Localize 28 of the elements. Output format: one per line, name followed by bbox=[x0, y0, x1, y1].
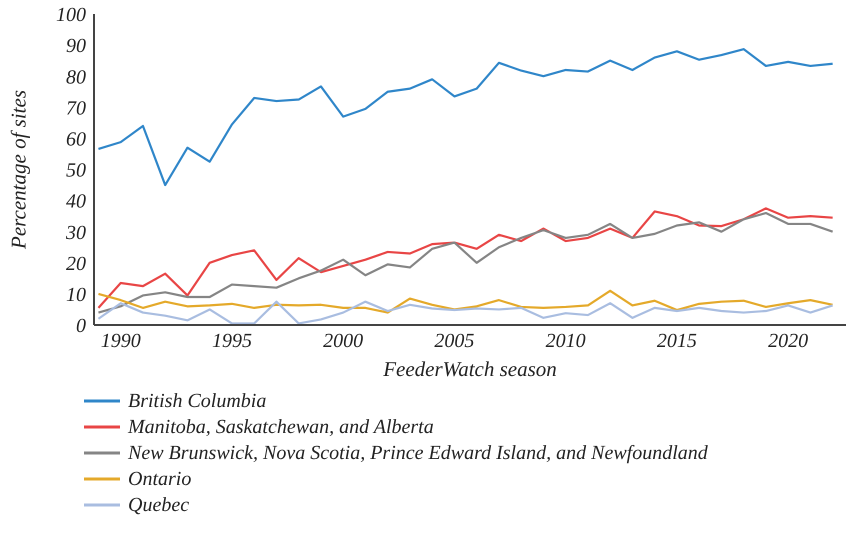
legend-label: New Brunswick, Nova Scotia, Prince Edward Island, and Newfoundland bbox=[128, 442, 708, 464]
y-tick-label: 30 bbox=[65, 222, 86, 244]
y-axis-title: Percentage of sites bbox=[6, 90, 30, 250]
legend-label: Ontario bbox=[128, 468, 192, 490]
y-tick-label: 100 bbox=[56, 4, 86, 26]
line-series bbox=[97, 290, 834, 314]
y-tick-label: 0 bbox=[76, 315, 86, 338]
y-tick-label: 20 bbox=[66, 252, 86, 275]
y-tick-label: 80 bbox=[66, 66, 86, 88]
x-axis-title: FeederWatch season bbox=[382, 357, 557, 381]
y-tick-label: 10 bbox=[66, 284, 86, 306]
y-tick-label: 50 bbox=[66, 160, 86, 182]
x-tick-label: 1995 bbox=[212, 330, 252, 352]
x-tick-label: 2015 bbox=[656, 330, 697, 352]
legend-label: Quebec bbox=[128, 494, 190, 516]
line-series bbox=[97, 48, 834, 186]
x-tick-label: 2020 bbox=[768, 330, 808, 352]
legend-label: Manitoba, Saskatchewan, and Alberta bbox=[128, 416, 434, 438]
x-tick-label: 2010 bbox=[546, 330, 586, 352]
line-series bbox=[97, 300, 834, 325]
y-tick-label: 90 bbox=[66, 35, 86, 58]
y-tick-label: 40 bbox=[66, 190, 86, 213]
x-tick-label: 2005 bbox=[434, 330, 474, 352]
x-tick-label: 1990 bbox=[100, 330, 141, 352]
legend-label: British Columbia bbox=[128, 390, 266, 412]
y-tick-label: 70 bbox=[66, 97, 86, 120]
x-tick-label: 2000 bbox=[323, 330, 364, 352]
y-tick-label: 60 bbox=[66, 128, 86, 150]
